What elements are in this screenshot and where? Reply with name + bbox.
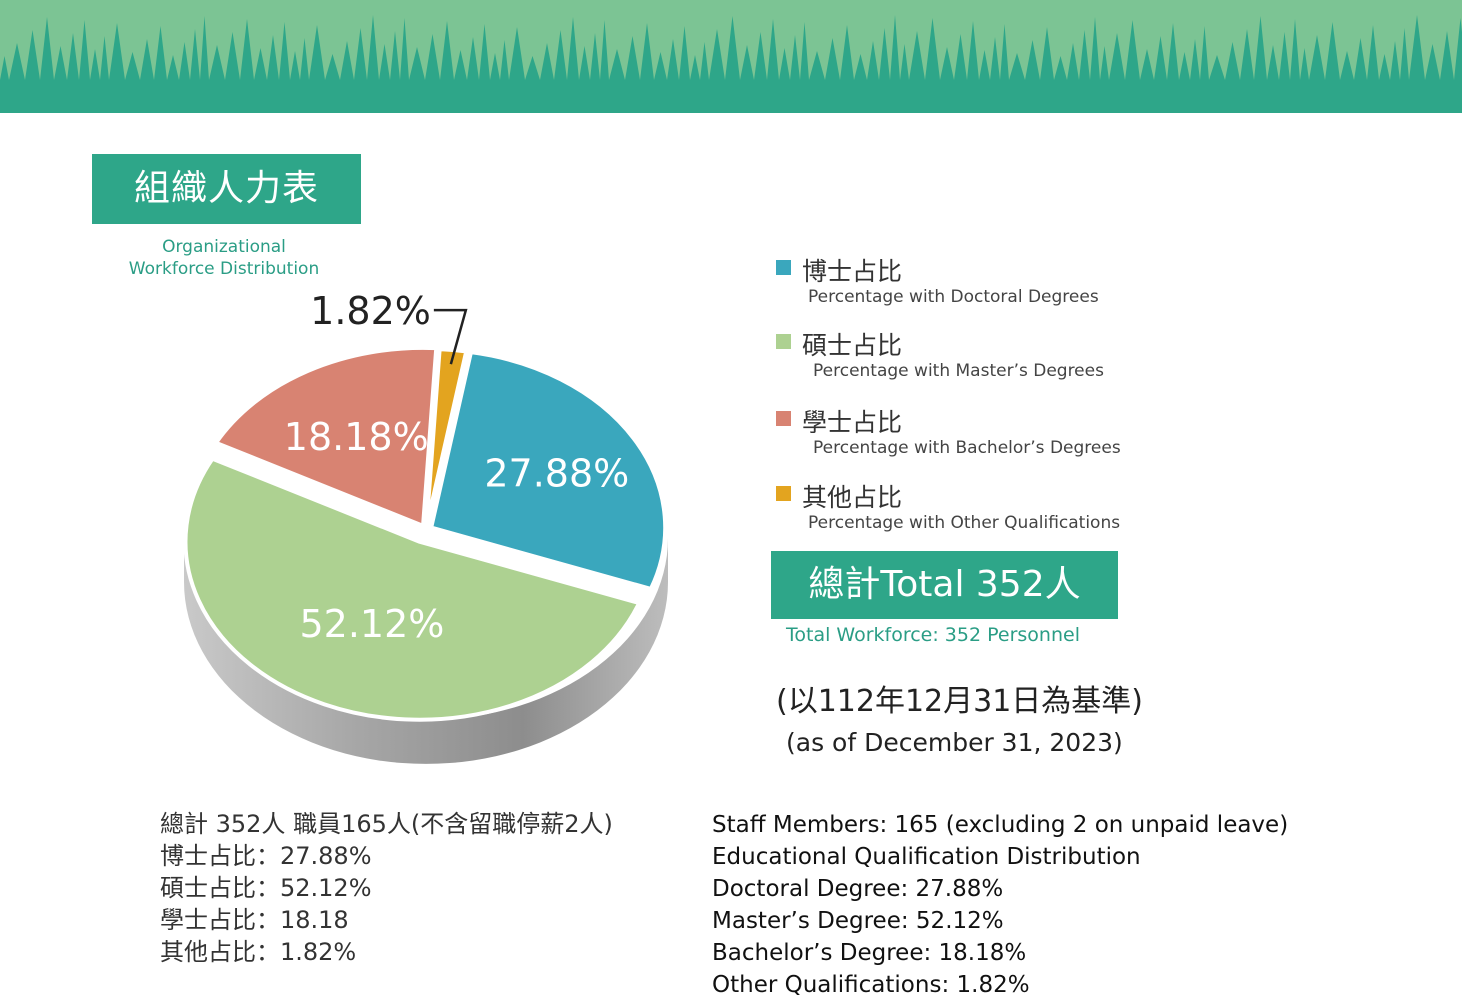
- legend-swatch-other: [776, 486, 791, 501]
- legend-label-en: Percentage with Bachelor’s Degrees: [813, 438, 1121, 458]
- callout-leader-line: [433, 308, 468, 365]
- legend-label-en: Percentage with Other Qualifications: [808, 513, 1121, 533]
- pie-slice: [428, 349, 668, 592]
- total-caption: Total Workforce: 352 Personnel: [786, 624, 1080, 646]
- pie-value-label: 1.82%: [310, 290, 431, 333]
- legend-label-zh: 其他占比: [802, 483, 903, 512]
- as-of-date-zh: (以112年12月31日為基準): [776, 684, 1144, 719]
- legend-label-zh: 博士占比: [802, 257, 903, 286]
- notes-zh: 總計 352人 職員165人(不含留職停薪2人) 博士占比：27.88% 碩士占…: [160, 808, 613, 968]
- pie-slice: [212, 345, 439, 529]
- pie-slice: [424, 347, 469, 528]
- pie-side-wall: [184, 538, 668, 764]
- legend-label-zh: 學士占比: [802, 408, 903, 437]
- note-line: 博士占比：27.88%: [160, 842, 372, 870]
- legend-label-en: Percentage with Master’s Degrees: [813, 361, 1104, 381]
- total-badge: 總計Total 352人: [771, 551, 1118, 619]
- grass-banner: [0, 0, 1462, 113]
- note-line: Bachelor’s Degree: 18.18%: [712, 940, 1027, 966]
- pie-value-label: 52.12%: [300, 602, 445, 646]
- note-line: Educational Qualification Distribution: [712, 844, 1141, 870]
- note-line: Staff Members: 165 (excluding 2 on unpai…: [712, 812, 1289, 838]
- legend-label-en: Percentage with Doctoral Degrees: [808, 287, 1099, 307]
- note-line: Master’s Degree: 52.12%: [712, 908, 1004, 934]
- note-line: 其他占比：1.82%: [160, 938, 357, 966]
- note-line: Doctoral Degree: 27.88%: [712, 876, 1004, 902]
- pie-slice: [183, 456, 643, 722]
- note-line: 學士占比：18.18: [160, 906, 349, 934]
- legend-swatch-bachelor: [776, 411, 791, 426]
- page-subtitle: Organizational Workforce Distribution: [108, 236, 340, 280]
- subtitle-line-1: Organizational: [162, 237, 286, 257]
- grass-shape: [0, 15, 1462, 113]
- pie-value-label: 18.18%: [284, 415, 429, 459]
- as-of-date-en: (as of December 31, 2023): [786, 728, 1123, 757]
- pie-chart: 27.88% 52.12% 18.18% 1.82%: [183, 290, 668, 764]
- pie-value-label: 27.88%: [484, 451, 629, 495]
- legend-label-zh: 碩士占比: [802, 331, 903, 360]
- note-line: 碩士占比：52.12%: [160, 874, 372, 902]
- note-line: Other Qualifications: 1.82%: [712, 972, 1030, 998]
- subtitle-line-2: Workforce Distribution: [128, 259, 320, 279]
- notes-en: Staff Members: 165 (excluding 2 on unpai…: [712, 809, 1288, 1001]
- note-line: 總計 352人 職員165人(不含留職停薪2人): [160, 810, 613, 838]
- page-title: 組織人力表: [92, 154, 361, 224]
- legend-swatch-doctoral: [776, 260, 791, 275]
- legend-swatch-master: [776, 334, 791, 349]
